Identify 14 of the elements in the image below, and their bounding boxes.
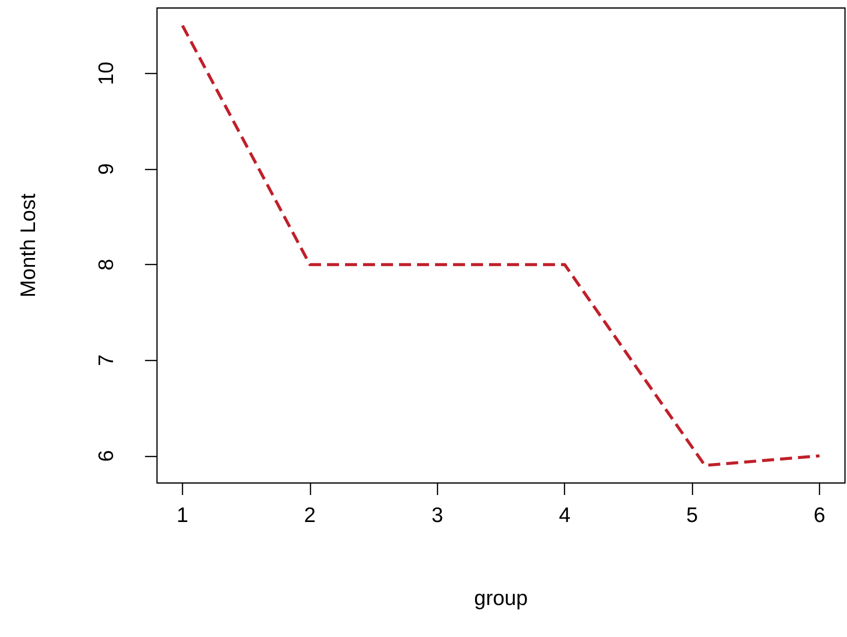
y-tick-label: 8 bbox=[95, 258, 118, 270]
x-axis-title: group bbox=[474, 587, 528, 610]
x-tick-label: 4 bbox=[558, 504, 571, 527]
line-series bbox=[180, 24, 822, 467]
y-tick-label: 10 bbox=[95, 62, 118, 86]
x-tick-label: 3 bbox=[431, 504, 444, 527]
x-tick-label: 2 bbox=[304, 504, 316, 527]
x-tick-label: 5 bbox=[686, 504, 698, 527]
y-tick-label: 9 bbox=[95, 163, 118, 175]
x-tick-label: 6 bbox=[814, 504, 826, 527]
y-tick-label: 7 bbox=[95, 354, 118, 366]
y-tick-label: 6 bbox=[95, 450, 118, 462]
x-tick-label: 1 bbox=[176, 504, 188, 527]
y-axis-title: Month Lost bbox=[17, 193, 40, 298]
